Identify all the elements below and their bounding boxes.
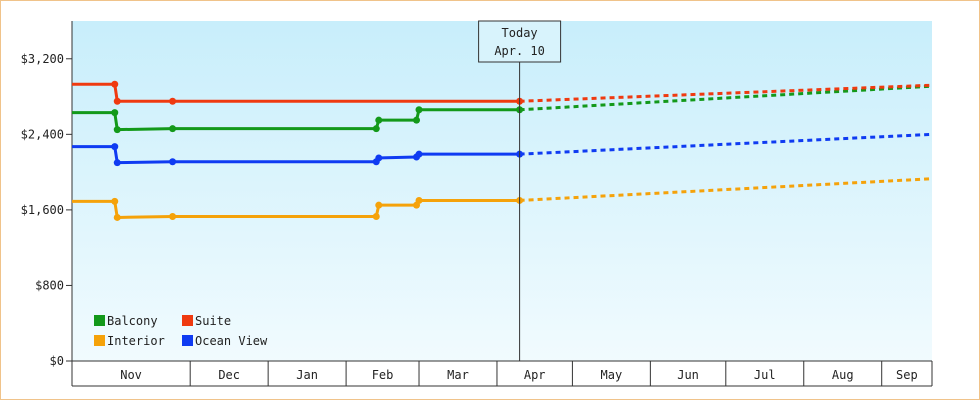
y-tick-label: $2,400 [21, 127, 64, 141]
data-point [415, 150, 423, 158]
data-point [169, 97, 177, 105]
legend-label: Ocean View [195, 334, 268, 348]
x-tick-label: May [601, 368, 623, 382]
data-point [169, 125, 177, 133]
series-ocean-view [72, 132, 933, 167]
x-tick-label: Aug [832, 368, 854, 382]
data-point [113, 126, 121, 134]
legend-label: Suite [195, 314, 231, 328]
y-tick-label: $1,600 [21, 203, 64, 217]
data-point [372, 125, 380, 133]
data-point [111, 109, 119, 117]
y-axis: $0 $800 $1,600 $2,400 $3,200 [21, 21, 73, 368]
data-point [169, 213, 177, 220]
data-point [169, 158, 177, 166]
series-lines [72, 80, 933, 221]
data-point [375, 201, 383, 209]
series-forecast-line [519, 177, 933, 202]
y-tick-label: $800 [35, 278, 64, 292]
x-tick-label: Sep [896, 368, 918, 382]
plot-area [72, 21, 932, 361]
series-interior [72, 177, 933, 221]
data-point [415, 196, 423, 204]
today-callout [478, 20, 562, 63]
today-label: Today [502, 26, 538, 40]
x-tick-label: Feb [372, 368, 394, 382]
legend-swatch [182, 335, 193, 346]
today-date: Apr. 10 [494, 44, 545, 58]
legend-swatch [94, 315, 105, 326]
legend-label: Interior [107, 334, 165, 348]
series-forecast-line [519, 83, 933, 103]
legend-label: Balcony [107, 314, 158, 328]
today-marker: Today Apr. 10 [478, 20, 562, 361]
legend: Balcony Suite Interior Ocean View [94, 314, 268, 348]
series-forecast-line [519, 84, 933, 112]
y-tick-label: $3,200 [21, 52, 64, 66]
data-point [415, 106, 423, 114]
legend-swatch [182, 315, 193, 326]
data-point [111, 197, 119, 205]
data-point [375, 116, 383, 124]
data-point [372, 213, 380, 220]
x-tick-label: Nov [120, 368, 142, 382]
data-point [113, 213, 121, 221]
data-point [111, 143, 119, 151]
series-forecast-line [519, 132, 933, 156]
data-point [111, 80, 119, 88]
legend-swatch [94, 335, 105, 346]
y-tick-label: $0 [50, 354, 64, 368]
data-point [113, 159, 121, 167]
data-point [113, 97, 121, 105]
x-tick-label: Jul [754, 368, 776, 382]
series-balcony [72, 84, 933, 134]
x-tick-label: Jun [677, 368, 699, 382]
x-tick-label: Mar [447, 368, 469, 382]
x-tick-label: Dec [218, 368, 240, 382]
data-point [375, 154, 383, 162]
x-tick-label: Apr [524, 368, 546, 382]
x-tick-label: Jan [296, 368, 318, 382]
data-point [413, 116, 421, 124]
x-axis: Nov Dec Jan Feb Mar Apr May Jun Jul Aug Sep [71, 360, 933, 387]
